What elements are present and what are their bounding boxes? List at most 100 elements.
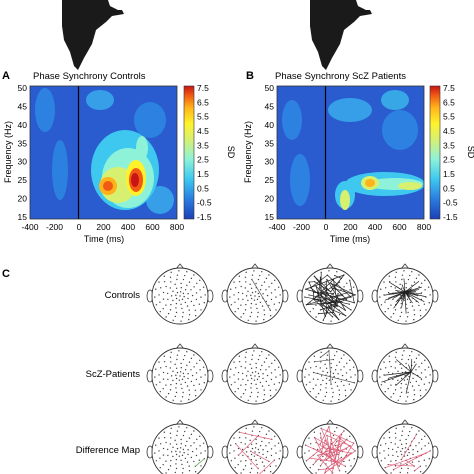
- connection-line: [388, 464, 415, 467]
- electrode: [187, 373, 189, 375]
- electrode: [330, 367, 333, 369]
- electrode: [162, 298, 165, 300]
- electrode: [162, 463, 164, 466]
- connection-line: [326, 279, 346, 311]
- connection-line: [326, 435, 351, 447]
- electrode: [269, 389, 272, 392]
- electrode: [331, 378, 334, 381]
- electrode: [176, 291, 179, 294]
- electrode: [170, 351, 172, 354]
- connection-line: [404, 291, 422, 295]
- electrode: [163, 360, 166, 363]
- y-tick-label: 15: [18, 212, 28, 222]
- electrode: [200, 296, 202, 298]
- electrode: [304, 376, 306, 378]
- electrode: [390, 304, 392, 306]
- y-tick-label: 35: [265, 138, 275, 148]
- electrode: [265, 300, 268, 303]
- electrode: [330, 400, 332, 402]
- electrode: [312, 307, 314, 310]
- electrode: [401, 354, 404, 356]
- electrode: [379, 452, 381, 454]
- electrode: [247, 399, 249, 401]
- electrode: [420, 378, 423, 381]
- connection-line: [322, 304, 332, 321]
- electrode: [415, 277, 418, 280]
- electrode: [340, 289, 342, 291]
- electrode: [229, 452, 231, 454]
- electrode: [262, 453, 264, 456]
- electrode: [383, 361, 385, 363]
- electrode: [309, 381, 311, 383]
- electrode: [230, 384, 233, 386]
- electrode: [406, 472, 409, 474]
- colorbar-tick-label: -1.5: [443, 212, 458, 222]
- connection-line: [321, 295, 330, 301]
- connection-line: [329, 293, 334, 297]
- electrode: [257, 311, 259, 314]
- electrode: [401, 358, 403, 361]
- electrode: [196, 438, 198, 441]
- electrode: [182, 372, 185, 375]
- electrode: [242, 468, 245, 471]
- y-tick-label: 20: [265, 194, 275, 204]
- connection-line: [330, 283, 356, 296]
- electrode: [240, 304, 242, 306]
- electrode: [268, 286, 270, 288]
- electrode: [388, 431, 391, 433]
- electrode: [245, 303, 247, 306]
- electrode: [415, 357, 418, 360]
- electrode: [268, 384, 270, 387]
- scalp-map: [146, 419, 214, 474]
- electrode: [405, 362, 407, 365]
- y-tick-label: 50: [18, 83, 28, 93]
- electrode: [174, 283, 176, 286]
- scalp-map: [221, 419, 289, 474]
- electrode: [245, 351, 247, 354]
- electrode: [263, 361, 266, 363]
- electrode: [399, 315, 401, 318]
- electrode: [425, 389, 427, 391]
- electrode: [229, 376, 231, 378]
- electrode: [349, 369, 351, 371]
- electrode: [163, 431, 166, 433]
- electrode: [166, 448, 169, 451]
- electrode: [251, 291, 254, 294]
- head-outline: [376, 423, 434, 474]
- electrode: [384, 287, 387, 289]
- electrode: [261, 427, 263, 429]
- electrode: [237, 371, 240, 374]
- electrode: [175, 374, 177, 377]
- electrode: [390, 365, 392, 368]
- electrode: [420, 448, 423, 450]
- electrode: [179, 371, 182, 373]
- panel-a-frame: [29, 85, 178, 220]
- electrode: [384, 381, 386, 383]
- electrode: [180, 282, 182, 285]
- electrode: [274, 359, 276, 362]
- electrode: [174, 471, 176, 474]
- electrode: [338, 361, 341, 363]
- electrode: [412, 377, 414, 380]
- electrode: [394, 276, 397, 278]
- electrode: [182, 434, 185, 437]
- colorbar-tick-label: -0.5: [197, 198, 212, 208]
- electrode: [169, 367, 171, 369]
- electrode: [404, 371, 407, 373]
- x-tick-label: -400: [21, 222, 38, 232]
- electrode: [409, 301, 412, 304]
- electrode: [418, 366, 420, 368]
- electrode: [331, 387, 333, 390]
- electrode: [407, 391, 409, 394]
- scalp-map: [221, 263, 289, 325]
- electrode: [240, 285, 242, 288]
- electrode: [413, 389, 415, 391]
- colorbar-tick-label: 1.5: [197, 169, 209, 179]
- electrode: [163, 436, 166, 439]
- electrode: [278, 458, 280, 460]
- panel-b-colorbar: [429, 85, 441, 220]
- electrode: [178, 299, 181, 301]
- electrode: [178, 379, 181, 381]
- electrode: [394, 432, 397, 434]
- electrode: [413, 314, 416, 316]
